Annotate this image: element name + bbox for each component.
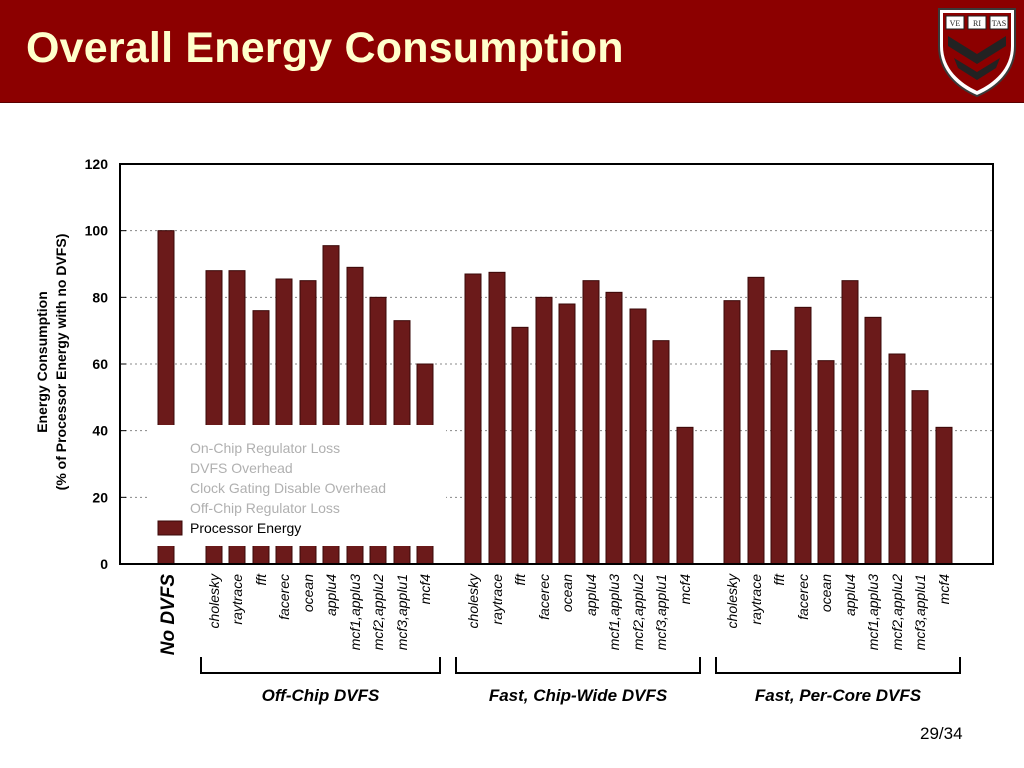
x-tick-label: mcf4 <box>417 574 433 605</box>
legend-box <box>150 425 446 546</box>
slide-title: Overall Energy Consumption <box>26 24 624 72</box>
group-label: Off-Chip DVFS <box>262 686 380 705</box>
x-tick-label: fft <box>771 573 787 586</box>
y-tick-label: 80 <box>92 289 108 305</box>
x-tick-label: mcf1,applu3 <box>606 574 622 650</box>
x-tick-label: mcf2,applu2 <box>370 574 386 650</box>
x-tick-label: applu4 <box>583 574 599 616</box>
x-tick-label: mcf4 <box>936 574 952 605</box>
x-tick-label: ocean <box>818 574 834 612</box>
y-axis-title: Energy Consumption <box>34 291 50 433</box>
bar <box>676 426 694 565</box>
x-tick-label: ocean <box>300 574 316 612</box>
bar <box>464 273 482 565</box>
bar <box>864 316 882 565</box>
x-tick-label: mcf3,applu1 <box>653 574 669 650</box>
shield-text-2: RI <box>973 19 981 28</box>
bar <box>841 280 859 565</box>
legend-label: DVFS Overhead <box>190 460 293 476</box>
x-tick-label: mcf3,applu1 <box>912 574 928 650</box>
x-tick-label: facerec <box>536 574 552 620</box>
bar <box>488 271 506 565</box>
x-tick-label: fft <box>253 573 269 586</box>
x-tick-label: facerec <box>276 574 292 620</box>
y-tick-label: 60 <box>92 356 108 372</box>
y-tick-label: 0 <box>100 556 108 572</box>
bar <box>935 426 953 565</box>
x-tick-label: applu4 <box>323 574 339 616</box>
plot-frame <box>119 163 994 565</box>
bar <box>629 308 647 565</box>
group-bracket <box>200 657 441 674</box>
x-tick-label: mcf2,applu2 <box>630 574 646 650</box>
x-tick-label: mcf2,applu2 <box>889 574 905 650</box>
x-tick-label: cholesky <box>724 573 740 628</box>
bar <box>511 326 529 565</box>
x-tick-label: fft <box>512 573 528 586</box>
bar <box>911 390 929 565</box>
title-bar-rule <box>0 102 1024 103</box>
y-tick-label: 40 <box>92 423 108 439</box>
legend-label: On-Chip Regulator Loss <box>190 440 340 456</box>
bar <box>817 360 835 565</box>
bar <box>770 350 788 565</box>
legend-label: Clock Gating Disable Overhead <box>190 480 386 496</box>
y-axis-subtitle: (% of Processor Energy with no DVFS) <box>53 234 69 491</box>
x-tick-label: mcf3,applu1 <box>394 574 410 650</box>
group-label: Fast, Per-Core DVFS <box>755 686 922 705</box>
x-tick-label: facerec <box>795 574 811 620</box>
shield-text-3: TAS <box>992 19 1006 28</box>
group-bracket <box>715 657 961 674</box>
x-tick-label: ocean <box>559 574 575 612</box>
legend-swatch <box>157 520 183 536</box>
x-tick-label: mcf1,applu3 <box>865 574 881 650</box>
y-tick-label: 120 <box>85 156 109 172</box>
x-tick-label: raytrace <box>229 574 245 625</box>
y-tick-label: 20 <box>92 489 108 505</box>
group-bracket <box>455 657 701 674</box>
x-tick-label: applu4 <box>842 574 858 616</box>
x-tick-label: raytrace <box>489 574 505 625</box>
bar <box>535 296 553 565</box>
x-tick-label: cholesky <box>206 573 222 628</box>
title-bar <box>0 0 1024 102</box>
x-tick-label: raytrace <box>748 574 764 625</box>
page-number: 29/34 <box>920 724 963 743</box>
x-tick-label: mcf4 <box>677 574 693 605</box>
shield-text-1: VE <box>950 19 961 28</box>
legend-label: Processor Energy <box>190 520 301 536</box>
x-tick-label: cholesky <box>465 573 481 628</box>
group-label: Fast, Chip-Wide DVFS <box>489 686 668 705</box>
bar <box>652 340 670 565</box>
bar <box>747 276 765 565</box>
x-label-no-dvfs: No DVFS <box>158 574 179 656</box>
bar <box>723 300 741 565</box>
bar <box>582 280 600 565</box>
legend-label: Off-Chip Regulator Loss <box>190 500 340 516</box>
bar <box>794 306 812 565</box>
harvard-shield-logo: VE RI TAS <box>938 8 1016 98</box>
y-tick-label: 100 <box>85 223 109 239</box>
bar <box>558 303 576 565</box>
x-tick-label: mcf1,applu3 <box>347 574 363 650</box>
bar <box>888 353 906 565</box>
bar <box>605 291 623 565</box>
